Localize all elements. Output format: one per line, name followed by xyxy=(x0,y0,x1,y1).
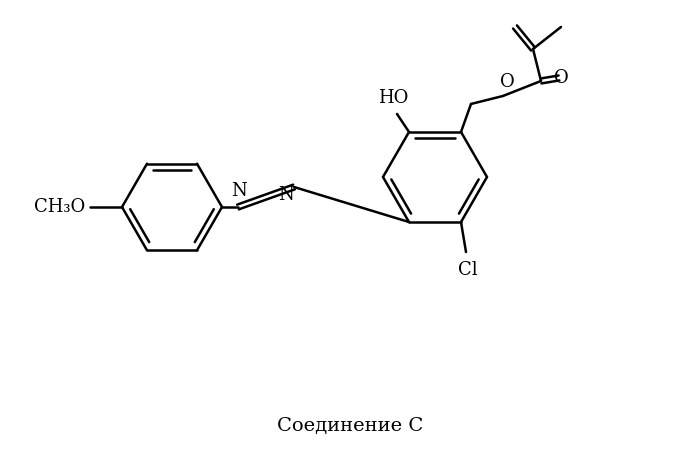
Text: Соединение С: Соединение С xyxy=(277,416,423,434)
Text: O: O xyxy=(554,69,568,87)
Text: N: N xyxy=(278,186,294,203)
Text: N: N xyxy=(231,182,247,200)
Text: HO: HO xyxy=(378,89,408,107)
Text: CH₃O: CH₃O xyxy=(34,197,85,216)
Text: O: O xyxy=(500,73,514,91)
Text: Cl: Cl xyxy=(458,260,478,278)
